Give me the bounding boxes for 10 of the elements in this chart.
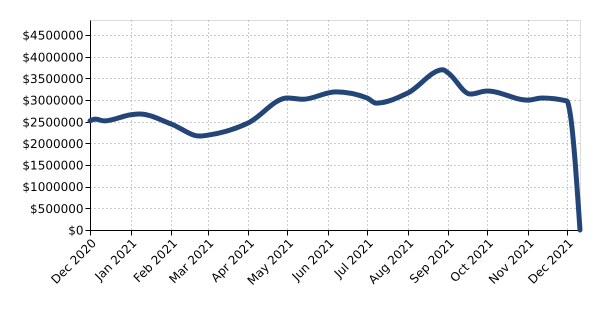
y-tick-label: $3000000 [22, 94, 84, 108]
y-tick-label: $1500000 [22, 158, 84, 173]
y-tick-label: $4500000 [22, 28, 84, 43]
y-tick-label: $2000000 [22, 136, 84, 151]
y-tick-label: $2500000 [22, 115, 84, 130]
y-tick-label: $4000000 [22, 50, 84, 64]
y-tick-label: $3500000 [22, 72, 84, 86]
y-tick-label: $1000000 [22, 180, 84, 194]
y-tick-label: $500000 [30, 202, 84, 216]
y-tick-label: $0 [68, 224, 84, 238]
